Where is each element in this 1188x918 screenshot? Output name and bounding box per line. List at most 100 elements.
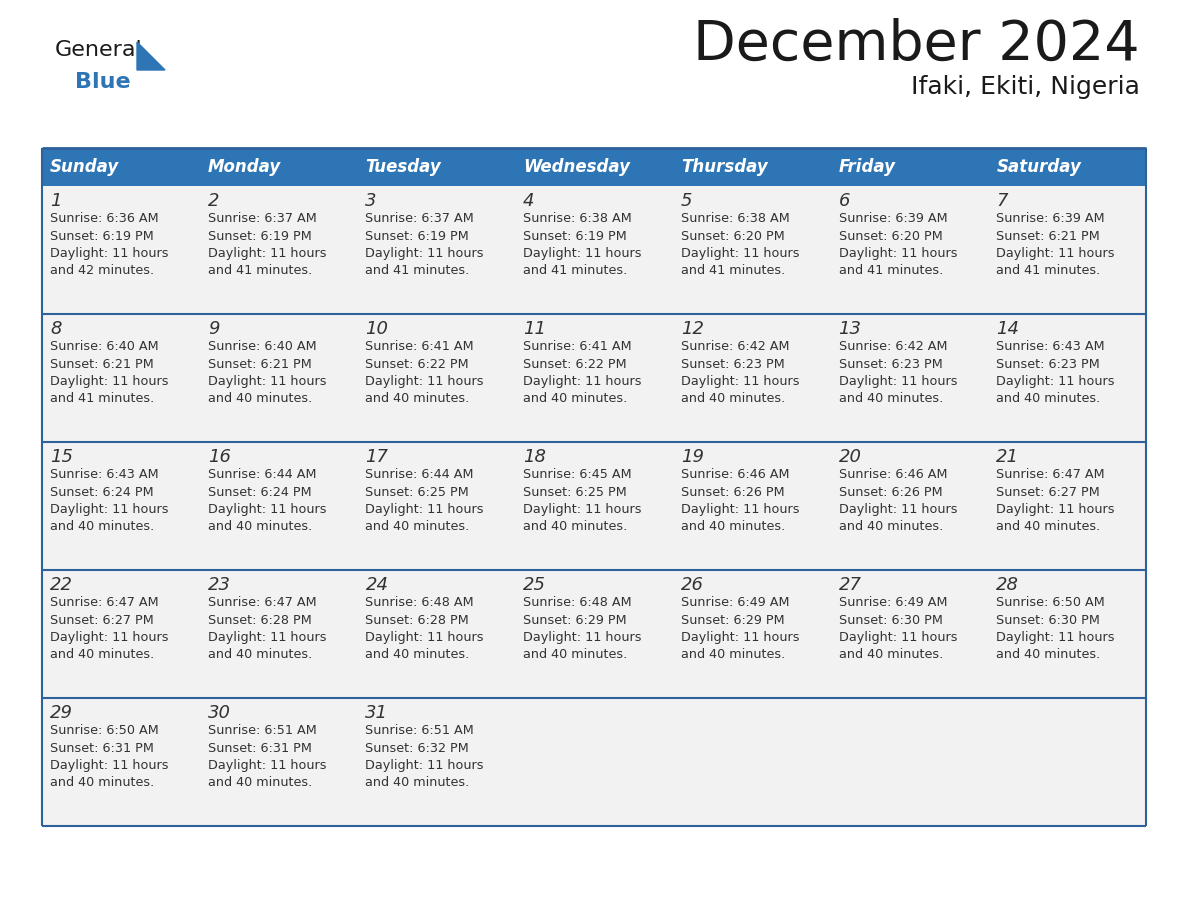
Text: 22: 22 <box>50 576 72 594</box>
Bar <box>830 314 988 442</box>
Text: Sunrise: 6:37 AM: Sunrise: 6:37 AM <box>366 212 474 225</box>
Text: Daylight: 11 hours: Daylight: 11 hours <box>839 503 958 516</box>
Text: 20: 20 <box>839 448 861 466</box>
Text: and 40 minutes.: and 40 minutes. <box>208 777 312 789</box>
Text: 31: 31 <box>366 704 388 722</box>
Text: Daylight: 11 hours: Daylight: 11 hours <box>523 631 642 644</box>
Bar <box>988 186 1146 314</box>
Text: Daylight: 11 hours: Daylight: 11 hours <box>839 247 958 260</box>
Text: Sunset: 6:23 PM: Sunset: 6:23 PM <box>997 357 1100 371</box>
Text: Sunday: Sunday <box>50 158 119 176</box>
Text: 29: 29 <box>50 704 72 722</box>
Text: Sunset: 6:22 PM: Sunset: 6:22 PM <box>523 357 627 371</box>
Text: 4: 4 <box>523 192 535 210</box>
Text: 7: 7 <box>997 192 1007 210</box>
Text: Daylight: 11 hours: Daylight: 11 hours <box>997 503 1114 516</box>
Text: and 40 minutes.: and 40 minutes. <box>839 393 943 406</box>
Text: Daylight: 11 hours: Daylight: 11 hours <box>523 503 642 516</box>
Bar <box>516 148 672 186</box>
Text: Blue: Blue <box>75 72 131 92</box>
Text: Sunrise: 6:50 AM: Sunrise: 6:50 AM <box>997 596 1105 609</box>
Text: Sunset: 6:26 PM: Sunset: 6:26 PM <box>839 486 942 498</box>
Text: Sunrise: 6:47 AM: Sunrise: 6:47 AM <box>208 596 316 609</box>
Bar <box>516 186 672 314</box>
Text: and 40 minutes.: and 40 minutes. <box>997 393 1100 406</box>
Text: 5: 5 <box>681 192 693 210</box>
Text: 25: 25 <box>523 576 546 594</box>
Text: and 40 minutes.: and 40 minutes. <box>523 521 627 533</box>
Text: Sunset: 6:29 PM: Sunset: 6:29 PM <box>523 613 627 626</box>
Text: and 41 minutes.: and 41 minutes. <box>523 264 627 277</box>
Text: Daylight: 11 hours: Daylight: 11 hours <box>208 759 327 772</box>
Bar <box>830 442 988 570</box>
Bar <box>830 148 988 186</box>
Text: Daylight: 11 hours: Daylight: 11 hours <box>839 375 958 388</box>
Text: and 40 minutes.: and 40 minutes. <box>366 521 469 533</box>
Text: Daylight: 11 hours: Daylight: 11 hours <box>681 503 800 516</box>
Text: Sunset: 6:31 PM: Sunset: 6:31 PM <box>208 742 311 755</box>
Text: and 41 minutes.: and 41 minutes. <box>208 264 312 277</box>
Text: 14: 14 <box>997 320 1019 338</box>
Text: 16: 16 <box>208 448 230 466</box>
Text: and 40 minutes.: and 40 minutes. <box>208 393 312 406</box>
Text: Sunset: 6:19 PM: Sunset: 6:19 PM <box>50 230 153 242</box>
Text: 30: 30 <box>208 704 230 722</box>
Text: Sunrise: 6:39 AM: Sunrise: 6:39 AM <box>839 212 947 225</box>
Text: and 41 minutes.: and 41 minutes. <box>681 264 785 277</box>
Text: and 40 minutes.: and 40 minutes. <box>997 521 1100 533</box>
Bar <box>516 698 672 826</box>
Text: and 41 minutes.: and 41 minutes. <box>839 264 943 277</box>
Bar <box>672 186 830 314</box>
Text: Daylight: 11 hours: Daylight: 11 hours <box>50 503 169 516</box>
Text: Daylight: 11 hours: Daylight: 11 hours <box>523 247 642 260</box>
Text: Sunrise: 6:49 AM: Sunrise: 6:49 AM <box>839 596 947 609</box>
Text: General: General <box>55 40 143 60</box>
Text: Daylight: 11 hours: Daylight: 11 hours <box>681 375 800 388</box>
Text: Sunrise: 6:44 AM: Sunrise: 6:44 AM <box>208 468 316 481</box>
Text: and 40 minutes.: and 40 minutes. <box>366 648 469 662</box>
Text: Sunset: 6:25 PM: Sunset: 6:25 PM <box>366 486 469 498</box>
Bar <box>200 314 358 442</box>
Text: 8: 8 <box>50 320 62 338</box>
Text: Sunset: 6:23 PM: Sunset: 6:23 PM <box>839 357 942 371</box>
Text: Daylight: 11 hours: Daylight: 11 hours <box>523 375 642 388</box>
Text: Sunrise: 6:51 AM: Sunrise: 6:51 AM <box>366 724 474 737</box>
Bar <box>672 570 830 698</box>
Text: Sunrise: 6:47 AM: Sunrise: 6:47 AM <box>50 596 159 609</box>
Text: Daylight: 11 hours: Daylight: 11 hours <box>50 631 169 644</box>
Text: Sunrise: 6:49 AM: Sunrise: 6:49 AM <box>681 596 789 609</box>
Text: 21: 21 <box>997 448 1019 466</box>
Bar <box>516 314 672 442</box>
Bar <box>200 148 358 186</box>
Text: 27: 27 <box>839 576 861 594</box>
Text: Sunrise: 6:43 AM: Sunrise: 6:43 AM <box>997 340 1105 353</box>
Text: Sunset: 6:30 PM: Sunset: 6:30 PM <box>997 613 1100 626</box>
Text: Sunrise: 6:36 AM: Sunrise: 6:36 AM <box>50 212 159 225</box>
Text: Friday: Friday <box>839 158 896 176</box>
Text: Sunset: 6:27 PM: Sunset: 6:27 PM <box>50 613 153 626</box>
Text: and 40 minutes.: and 40 minutes. <box>50 777 154 789</box>
Text: Daylight: 11 hours: Daylight: 11 hours <box>839 631 958 644</box>
Text: and 40 minutes.: and 40 minutes. <box>839 521 943 533</box>
Bar <box>988 442 1146 570</box>
Text: Wednesday: Wednesday <box>523 158 630 176</box>
Text: and 40 minutes.: and 40 minutes. <box>50 521 154 533</box>
Text: and 40 minutes.: and 40 minutes. <box>366 777 469 789</box>
Text: Daylight: 11 hours: Daylight: 11 hours <box>50 247 169 260</box>
Text: 26: 26 <box>681 576 703 594</box>
Text: Sunrise: 6:45 AM: Sunrise: 6:45 AM <box>523 468 632 481</box>
Bar <box>358 698 516 826</box>
Text: Sunrise: 6:37 AM: Sunrise: 6:37 AM <box>208 212 316 225</box>
Text: Sunrise: 6:41 AM: Sunrise: 6:41 AM <box>366 340 474 353</box>
Text: Daylight: 11 hours: Daylight: 11 hours <box>208 631 327 644</box>
Text: Sunset: 6:27 PM: Sunset: 6:27 PM <box>997 486 1100 498</box>
Text: Sunset: 6:25 PM: Sunset: 6:25 PM <box>523 486 627 498</box>
Text: Sunset: 6:21 PM: Sunset: 6:21 PM <box>997 230 1100 242</box>
Text: Daylight: 11 hours: Daylight: 11 hours <box>681 247 800 260</box>
Text: Tuesday: Tuesday <box>366 158 441 176</box>
Bar <box>988 148 1146 186</box>
Bar <box>42 314 200 442</box>
Text: Daylight: 11 hours: Daylight: 11 hours <box>997 631 1114 644</box>
Text: December 2024: December 2024 <box>694 18 1140 72</box>
Text: Sunset: 6:21 PM: Sunset: 6:21 PM <box>50 357 153 371</box>
